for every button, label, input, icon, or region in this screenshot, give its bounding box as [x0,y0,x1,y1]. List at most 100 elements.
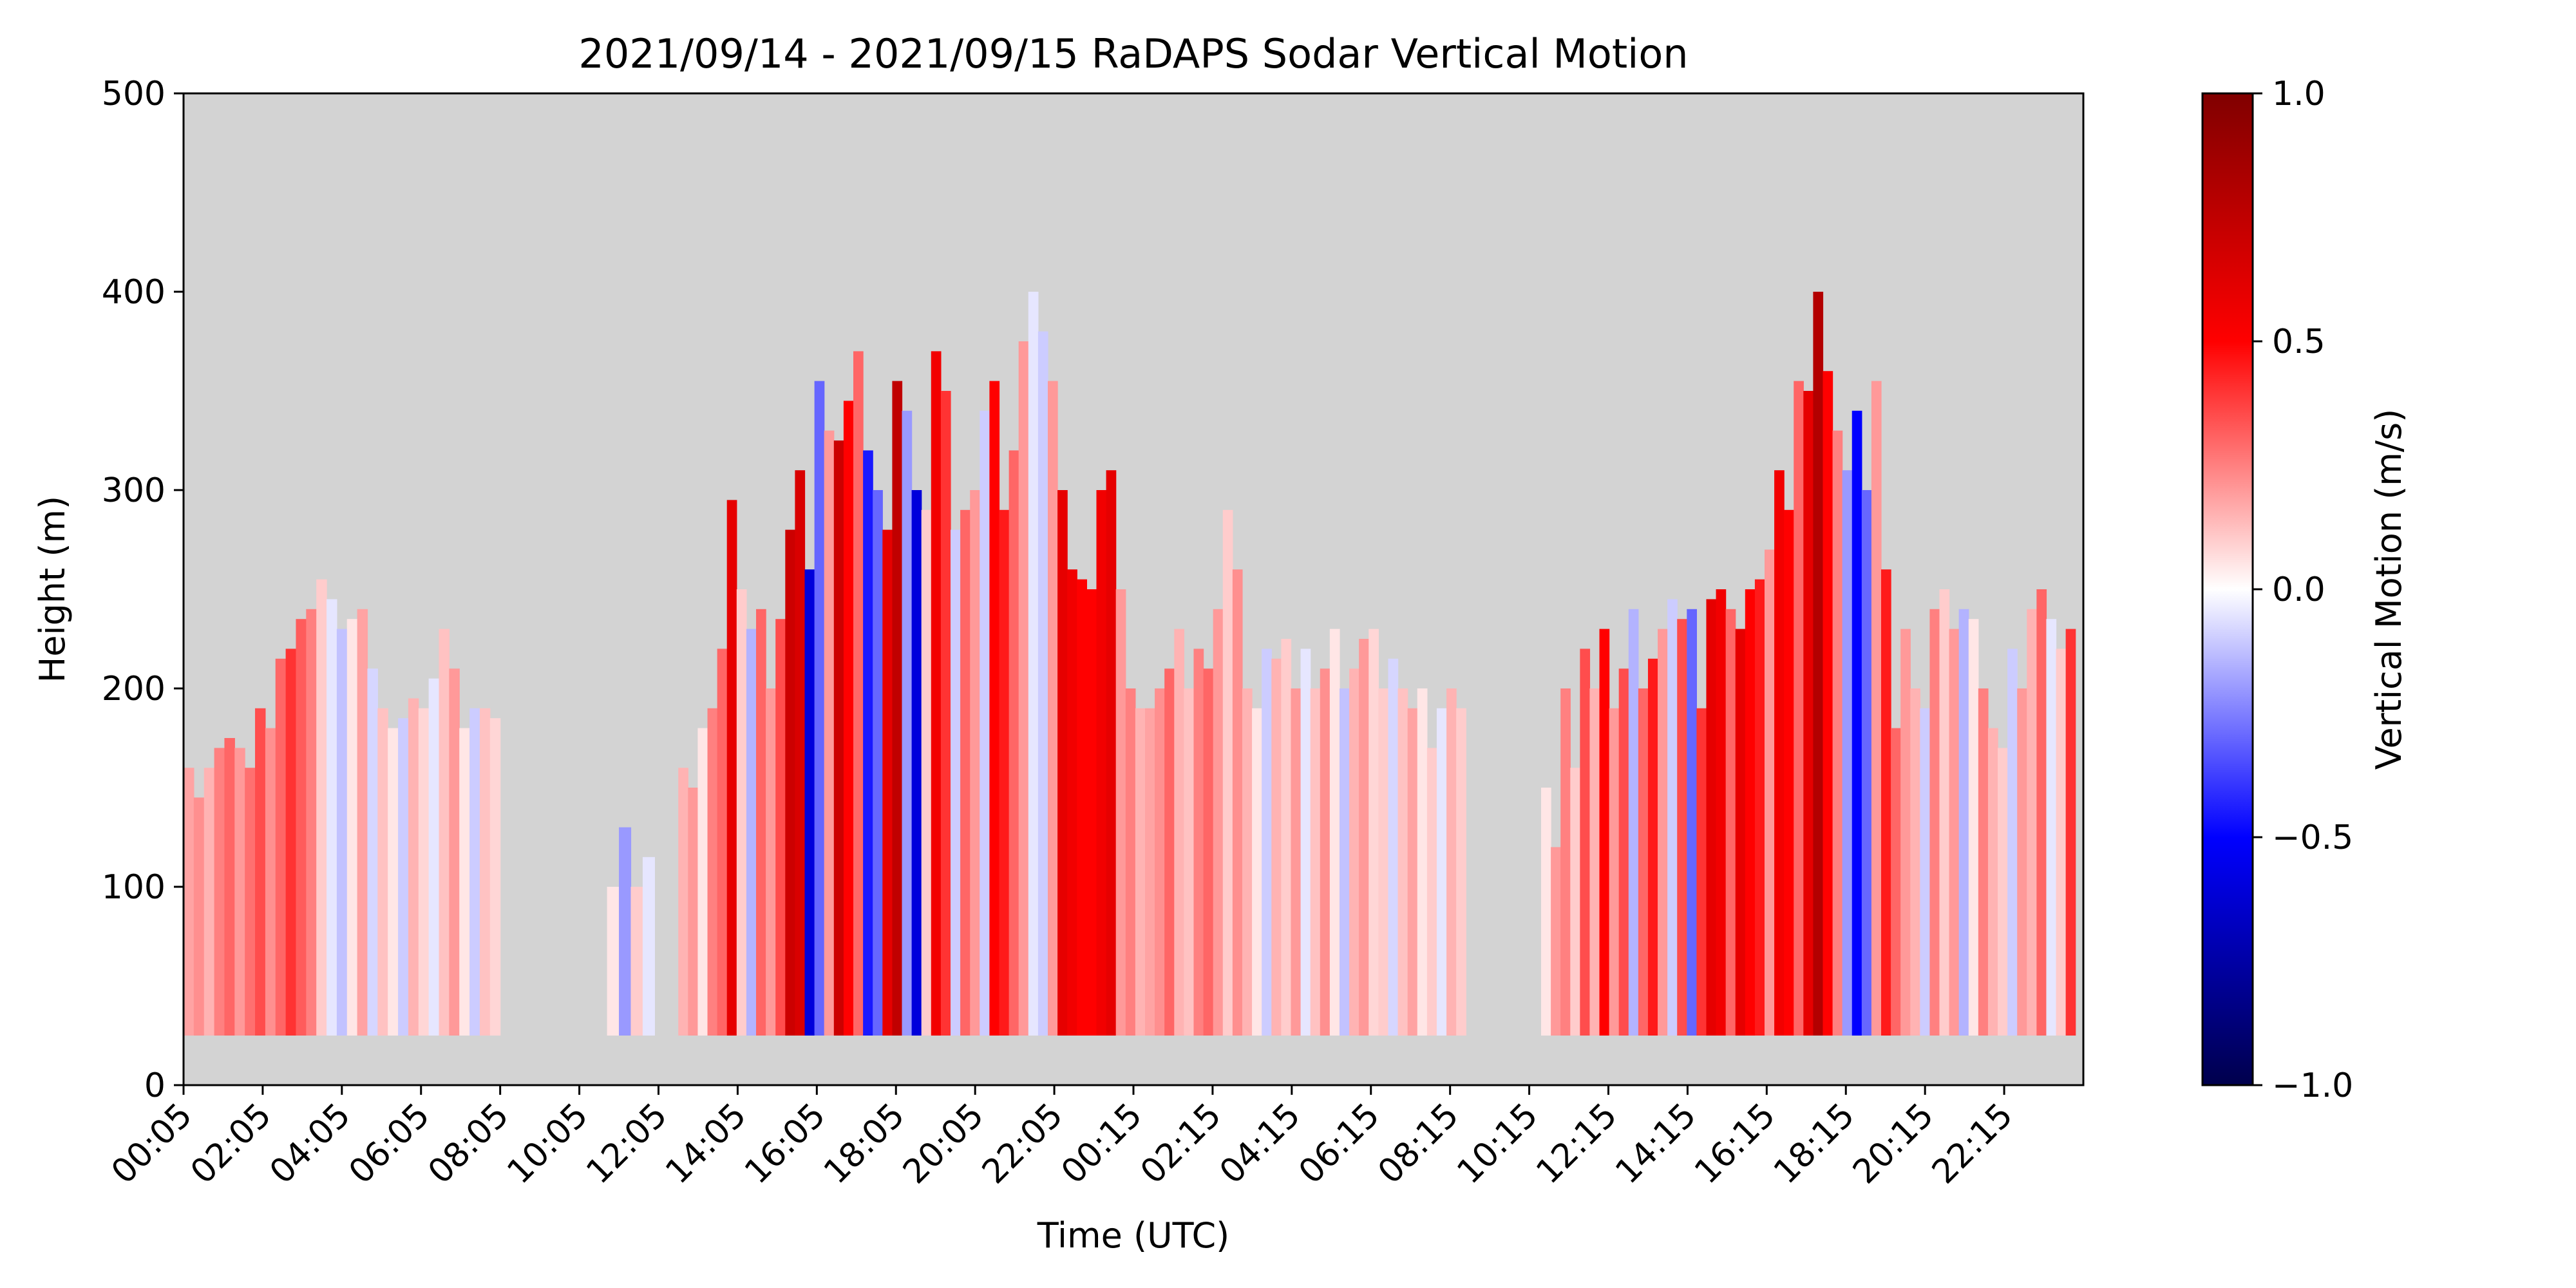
heatmap-cell [717,649,728,1036]
heatmap-cell [1291,688,1302,1036]
heatmap-cell [285,649,297,1036]
heatmap-cell [275,658,287,1036]
heatmap-cell [336,629,348,1036]
colorbar-tick-label: 0.0 [2272,571,2325,609]
heatmap-cell [388,728,399,1036]
heatmap-cell [234,748,245,1036]
heatmap-cell [1968,619,1979,1036]
y-axis: 0 100 200 300 400 500 [102,75,184,1105]
heatmap-cell [1135,708,1146,1036]
heatmap-cell [1764,549,1775,1036]
heatmap-cell [2065,629,2076,1036]
heatmap-cell [1618,668,1629,1036]
x-tick-label: 14:05 [658,1096,753,1191]
x-tick-label: 08:15 [1370,1096,1466,1191]
heatmap-cell [418,708,430,1036]
heatmap-cell [642,857,655,1036]
heatmap-cell [1929,609,1940,1036]
heatmap-cell [193,797,205,1036]
heatmap-cell [357,609,368,1036]
heatmap-cell [775,619,786,1036]
heatmap-cell [1271,658,1282,1036]
heatmap-cell [785,529,796,1036]
heatmap-cell [1881,569,1891,1036]
heatmap-cell [1417,688,1428,1036]
heatmap-cell [607,887,620,1036]
x-axis: 00:0502:0504:0506:0508:0510:0512:0514:05… [104,1085,2020,1191]
heatmap-cell [736,589,747,1036]
colorbar-tick-label: −0.5 [2272,819,2353,857]
colorbar [2201,92,2254,1086]
heatmap-cell [1310,688,1321,1036]
heatmap-cell [1696,708,1707,1036]
x-tick-label: 02:15 [1133,1096,1229,1191]
colorbar-label: Vertical Motion (m/s) [2369,409,2409,770]
heatmap-cell [707,708,718,1036]
heatmap-cell [1184,688,1195,1036]
heatmap-cell [1871,381,1882,1036]
heatmap-cell [224,738,235,1036]
heatmap-cell [931,351,942,1036]
x-tick-label: 12:05 [579,1096,674,1191]
heatmap-cell [2056,649,2067,1036]
heatmap-cell [804,569,815,1036]
x-tick-label: 10:15 [1450,1096,1545,1191]
heatmap-cell [214,748,225,1036]
heatmap-cell [1910,688,1920,1036]
x-tick-label: 06:15 [1292,1096,1387,1191]
heatmap-cell [1300,649,1311,1036]
heatmap-cell [1320,668,1331,1036]
heatmap-cell [1359,639,1369,1036]
heatmap-cell [1803,391,1814,1036]
heatmap-cell [1456,708,1466,1036]
heatmap-cell [756,609,766,1036]
heatmap-cell [726,500,737,1036]
heatmap-cell [2027,609,2037,1036]
heatmap-cell [1706,599,1717,1036]
heatmap-cell [1949,629,1960,1036]
heatmap-cell [1589,688,1600,1036]
x-tick-label: 08:05 [421,1096,516,1191]
x-tick-label: 12:15 [1529,1096,1624,1191]
heatmap-cell [327,599,337,1036]
heatmap-cell [1774,470,1785,1036]
colorbar-ticks: 1.0 0.5 0.0 −0.5 −1.0 [2253,75,2353,1105]
heatmap-cell [1037,331,1048,1036]
heatmap-cell [1086,589,1097,1036]
heatmap-cell [1164,668,1175,1036]
heatmap-cell [1609,708,1620,1036]
heatmap-cell [1407,708,1418,1036]
heatmap-cell [1018,341,1029,1036]
x-tick-label: 16:05 [737,1096,833,1191]
y-axis-label: Height (m) [32,496,73,683]
heatmap-cell [1998,748,2008,1036]
heatmap-cell [1067,569,1077,1036]
heatmap-cell [1057,490,1068,1036]
heatmap-cell [824,430,835,1036]
heatmap-cell [184,768,194,1036]
heatmap-cell [255,708,266,1036]
y-tick-label: 400 [102,273,166,312]
colorbar-tick-label: 0.5 [2272,323,2325,361]
heatmap-cell [892,381,903,1036]
x-tick-label: 04:05 [263,1096,358,1191]
heatmap-cell [1262,649,1272,1036]
heatmap-cell [1900,629,1911,1036]
x-tick-label: 22:05 [975,1096,1070,1191]
heatmap-cell [1920,708,1931,1036]
heatmap-cell [980,410,990,1036]
x-tick-label: 18:15 [1766,1096,1862,1191]
heatmap-cell [863,450,873,1036]
heatmap-cell [428,678,440,1036]
heatmap-cell [1242,688,1253,1036]
heatmap-cell [795,470,806,1036]
heatmap-cell [1754,579,1765,1036]
heatmap-cell [1096,490,1107,1036]
heatmap-cell [1794,381,1804,1036]
heatmap-cell [1832,430,1843,1036]
heatmap-layer [184,292,2076,1036]
heatmap-cell [873,490,883,1036]
heatmap-cell [814,381,825,1036]
heatmap-cell [688,788,699,1036]
